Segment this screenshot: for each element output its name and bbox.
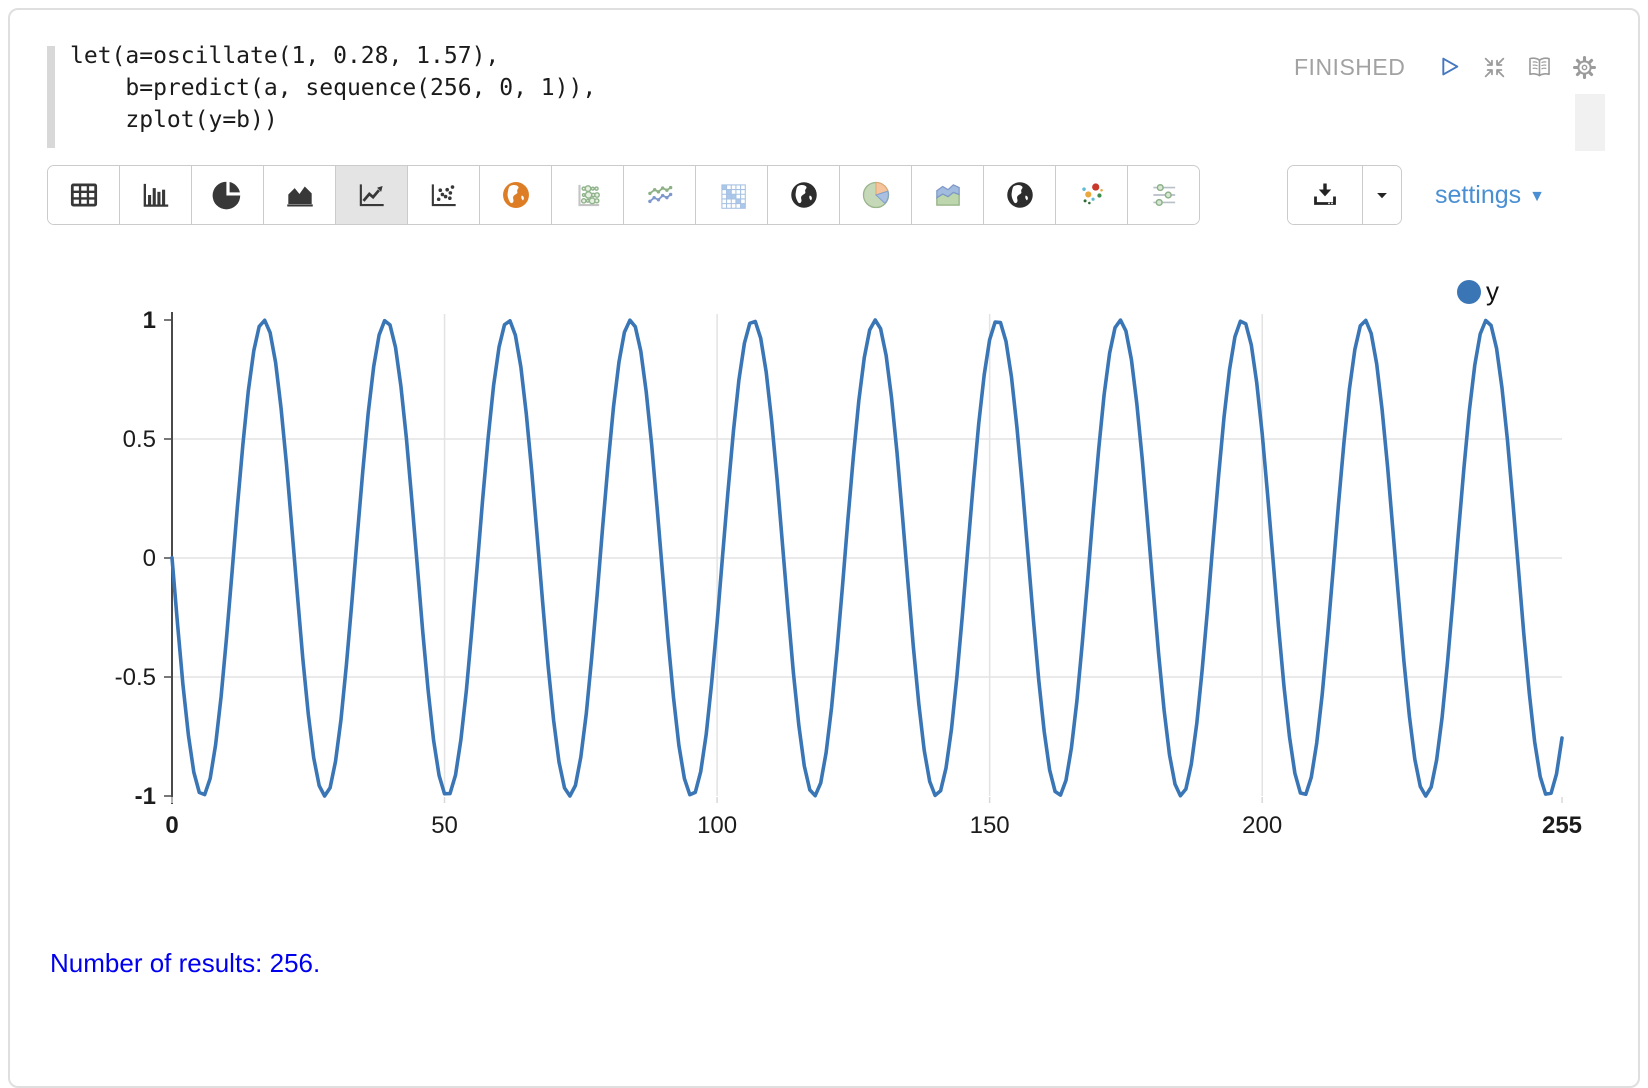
chart-type-bubble-scatter-button[interactable] — [1055, 166, 1127, 224]
chart-type-area-button[interactable] — [263, 166, 335, 224]
svg-text:100: 100 — [697, 812, 737, 839]
play-icon — [1442, 57, 1459, 76]
chart-type-group — [47, 165, 1200, 225]
svg-text:0: 0 — [143, 545, 156, 572]
world-map-orange-icon — [502, 182, 529, 208]
run-button[interactable] — [1434, 52, 1464, 82]
svg-text:0.5: 0.5 — [123, 426, 156, 453]
collapse-icon — [1484, 57, 1505, 77]
editor-gutter-bar — [47, 46, 55, 148]
chart-type-map-button[interactable] — [479, 166, 551, 224]
chart-type-line-button[interactable] — [335, 166, 407, 224]
legend-marker — [1457, 279, 1481, 304]
pie-chart-icon — [212, 181, 240, 210]
chart-type-pie-button[interactable] — [191, 166, 263, 224]
chart-type-multiline-button[interactable] — [623, 166, 695, 224]
settings-link[interactable]: settings ▼ — [1435, 165, 1545, 225]
chart-type-table-button[interactable] — [48, 166, 119, 224]
svg-text:-1: -1 — [135, 783, 156, 810]
download-options-button[interactable] — [1362, 166, 1401, 224]
legend-item-y[interactable]: y — [1457, 276, 1499, 307]
export-group — [1287, 165, 1402, 225]
multi-line-chart-icon — [647, 185, 672, 204]
svg-text:255: 255 — [1542, 812, 1582, 839]
results-count-text: Number of results: 256. — [50, 948, 321, 978]
svg-text:-0.5: -0.5 — [115, 664, 156, 691]
svg-text:0: 0 — [165, 812, 178, 839]
svg-text:50: 50 — [431, 812, 458, 839]
svg-text:150: 150 — [970, 812, 1010, 839]
pie-chart-colored-icon — [862, 181, 889, 209]
line-chart-icon — [359, 184, 384, 207]
parallel-coordinates-icon — [1152, 183, 1175, 207]
globe-icon — [790, 182, 817, 208]
visualization-toolbar: settings ▼ — [10, 165, 1638, 225]
book-icon — [1529, 56, 1550, 76]
settings-label: settings — [1435, 180, 1522, 209]
table-icon — [70, 183, 97, 207]
gear-icon — [1572, 55, 1596, 79]
chart-type-stacked-area-button[interactable] — [911, 166, 983, 224]
editor-scrollbar-thumb[interactable] — [1575, 94, 1605, 151]
chart-area: 1 0.5 0 -0.5 -1 0 50 100 150 200 255 — [10, 240, 1638, 860]
paragraph-controls: FINISHED — [1294, 50, 1599, 84]
results-chart: 1 0.5 0 -0.5 -1 0 50 100 150 200 255 — [115, 307, 1582, 839]
chart-type-bar-button[interactable] — [119, 166, 191, 224]
stacked-area-icon — [935, 184, 960, 206]
settings-gear-button[interactable] — [1569, 52, 1599, 82]
bubble-scatter-icon — [1081, 183, 1103, 205]
download-button[interactable] — [1288, 166, 1362, 224]
chart-type-heatmap-button[interactable] — [695, 166, 767, 224]
chart-type-globe2-button[interactable] — [983, 166, 1055, 224]
collapse-button[interactable] — [1479, 52, 1509, 82]
code-editor[interactable]: let(a=oscillate(1, 0.28, 1.57), b=predic… — [70, 43, 597, 133]
svg-text:200: 200 — [1242, 812, 1282, 839]
svg-text:1: 1 — [143, 307, 156, 334]
chart-type-pie-colored-button[interactable] — [839, 166, 911, 224]
scatter-plot-icon — [431, 184, 456, 207]
settings-caret-icon: ▼ — [1529, 188, 1546, 205]
download-icon — [1314, 183, 1336, 205]
area-chart-icon — [286, 186, 313, 207]
chart-type-scatter-button[interactable] — [407, 166, 479, 224]
legend-label: y — [1486, 276, 1499, 306]
chart-type-globe-button[interactable] — [767, 166, 839, 224]
chart-type-parallel-coordinates-button[interactable] — [1127, 166, 1199, 224]
docs-button[interactable] — [1524, 52, 1554, 82]
bubble-matrix-icon — [577, 184, 600, 207]
chevron-down-icon — [1377, 192, 1387, 199]
heatmap-icon — [720, 184, 746, 209]
bar-chart-icon — [143, 183, 168, 207]
paragraph-card: let(a=oscillate(1, 0.28, 1.57), b=predic… — [8, 8, 1640, 1088]
globe-2-icon — [1006, 182, 1033, 208]
status-label: FINISHED — [1294, 53, 1406, 80]
chart-type-bubble-matrix-button[interactable] — [551, 166, 623, 224]
